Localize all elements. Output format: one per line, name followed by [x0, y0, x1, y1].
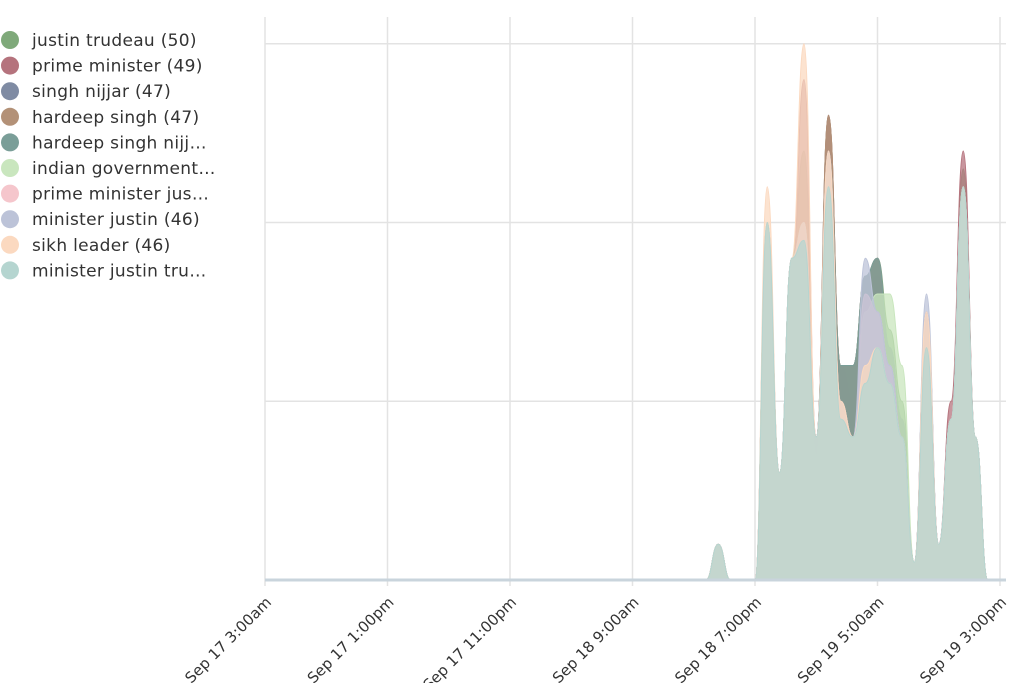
x-tick-label: Sep 18 9:00am [549, 593, 643, 683]
legend-text: sikh leader (46) [32, 236, 171, 256]
legend-text: prime minister (49) [32, 57, 203, 77]
legend-text: minister justin tru… [32, 261, 207, 281]
legend-text: indian government… [32, 159, 216, 179]
legend-marker [1, 56, 19, 75]
x-tick-label: Sep 19 5:00am [794, 593, 888, 683]
x-tick-label: Sep 17 3:00am [181, 593, 275, 683]
legend-marker [1, 133, 19, 152]
legend-text: hardeep singh nijj… [32, 133, 207, 153]
legend-text: minister justin (46) [32, 210, 200, 230]
legend-text: hardeep singh (47) [32, 108, 199, 128]
legend-marker [1, 184, 19, 203]
legend-marker [1, 31, 19, 49]
x-tick-label: Sep 19 3:00pm [916, 593, 1010, 683]
x-tick-label: Sep 18 7:00pm [671, 593, 765, 683]
legend-text: singh nijjar (47) [32, 82, 171, 102]
legend-marker [1, 261, 19, 280]
legend-marker [1, 159, 19, 177]
legend-marker [1, 82, 19, 101]
legend-text: justin trudeau (50) [31, 31, 197, 51]
x-tick-label: Sep 17 1:00pm [304, 593, 398, 683]
x-tick-label: Sep 17 11:00pm [419, 593, 520, 683]
legend-marker [1, 235, 19, 254]
legend-marker [1, 210, 19, 229]
legend-text: prime minister jus… [32, 185, 209, 205]
legend-marker [1, 107, 19, 126]
